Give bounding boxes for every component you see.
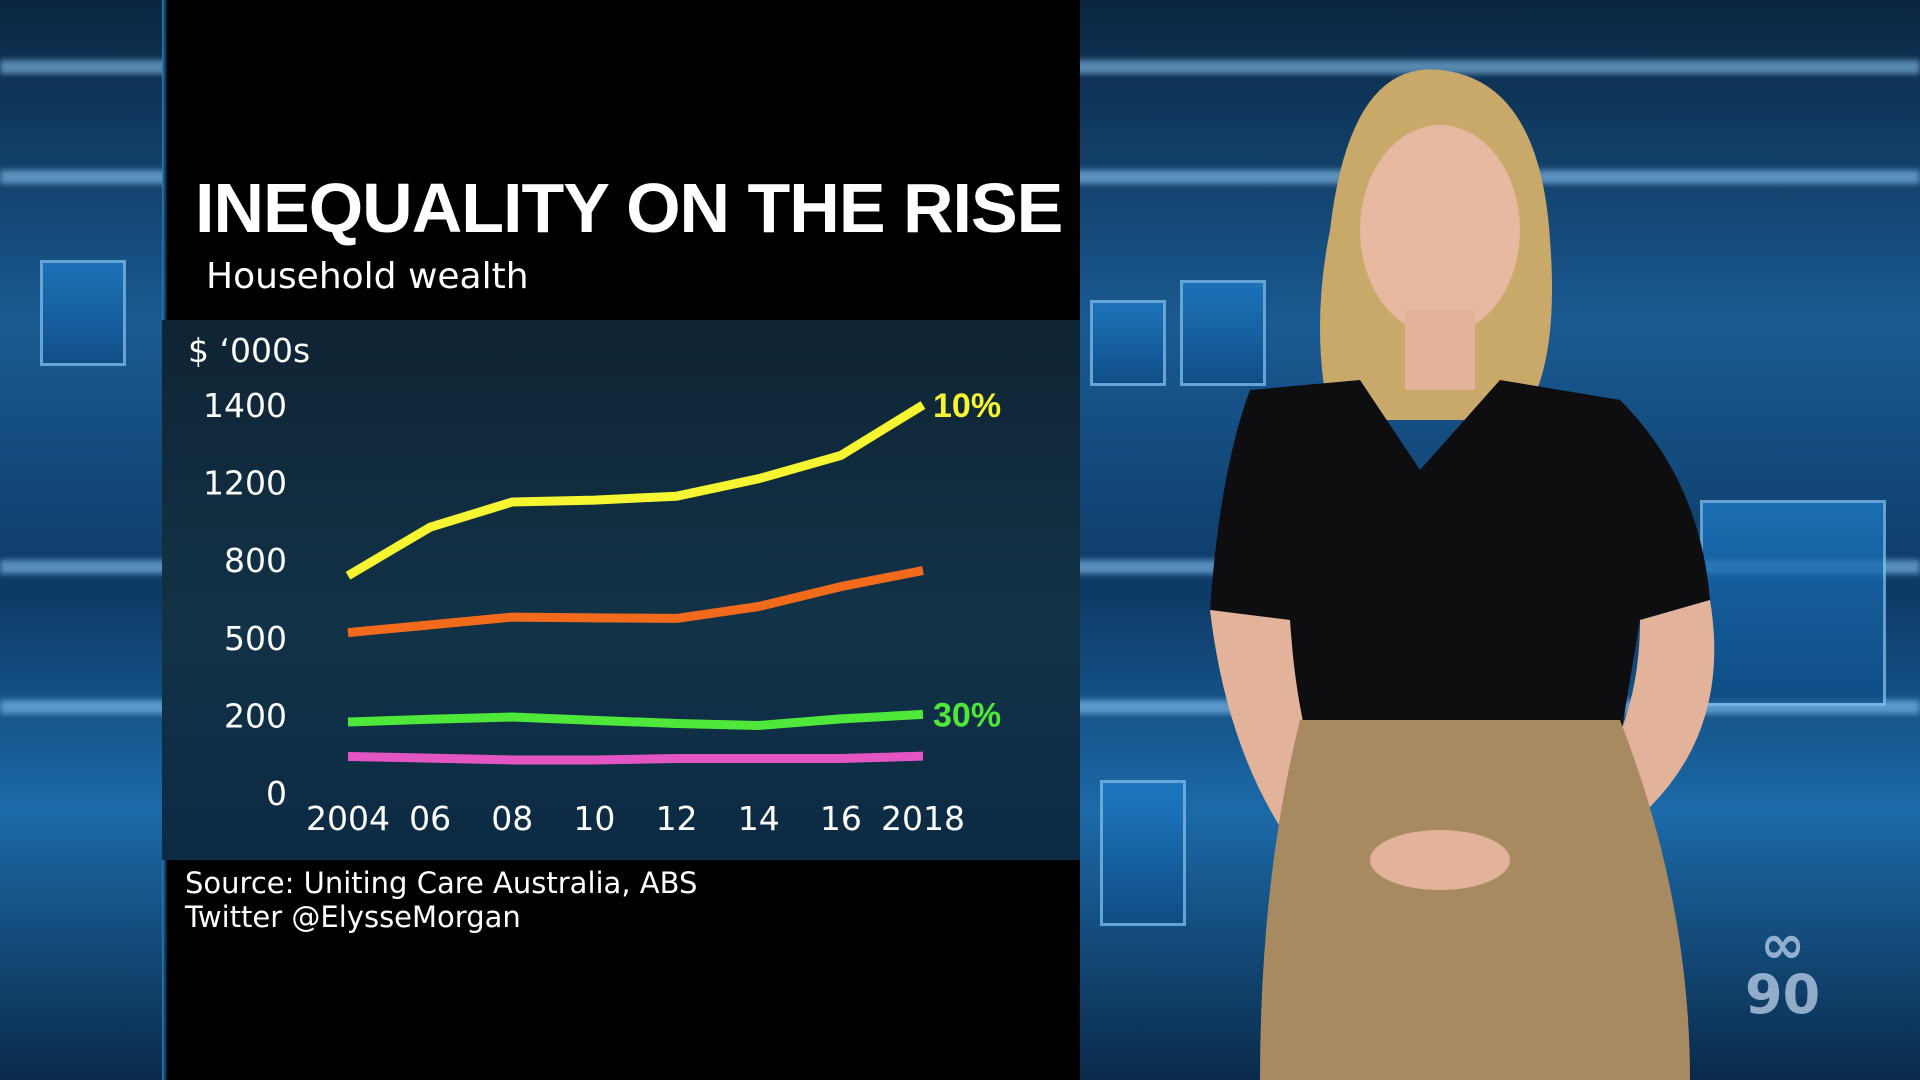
x-tick-label: 06 [409, 799, 451, 838]
x-tick-label: 2004 [306, 799, 390, 838]
presenter-face [1360, 125, 1520, 335]
y-tick-label: 200 [224, 696, 287, 735]
y-ticks: 0 200 500 800 1200 1400 [203, 386, 287, 813]
presenter-top [1210, 380, 1710, 740]
chart-title: INEQUALITY ON THE RISE [195, 169, 1063, 247]
series-end-label: 30% [933, 696, 1001, 734]
x-tick-label: 12 [656, 799, 698, 838]
chart-subtitle: Household wealth [206, 256, 529, 297]
presenter-neck [1405, 310, 1475, 390]
series-line [347, 709, 924, 730]
x-tick-label: 08 [491, 799, 533, 838]
y-tick-label: 1400 [203, 386, 287, 425]
presenter-skirt [1260, 720, 1690, 1080]
x-ticks: 2004 06 08 10 12 14 16 2018 [306, 799, 965, 838]
y-tick-label: 0 [266, 774, 287, 813]
x-tick-label: 2018 [881, 799, 965, 838]
series-line [347, 751, 924, 765]
x-tick-label: 10 [573, 799, 615, 838]
studio-screen [1180, 280, 1266, 386]
y-axis-label: $ ‘000s [188, 331, 310, 370]
series-line [345, 401, 926, 580]
studio-screen [1100, 780, 1186, 926]
abc-90-logo: ∞ 90 [1745, 913, 1821, 1026]
x-tick-label: 16 [820, 799, 862, 838]
studio-screen [40, 260, 126, 366]
series-line [347, 566, 924, 638]
y-tick-label: 1200 [203, 464, 287, 503]
y-tick-label: 800 [224, 541, 287, 580]
source-text: Source: Uniting Care Australia, ABS [185, 866, 698, 900]
series-lines [345, 401, 926, 765]
y-tick-label: 500 [224, 619, 287, 658]
end-labels: 10% 30% [933, 387, 1001, 734]
chart-background [162, 320, 1080, 860]
series-end-label: 10% [933, 387, 1001, 425]
studio-screen [1700, 500, 1886, 706]
twitter-handle: Twitter @ElysseMorgan [185, 900, 521, 934]
presenter-hands [1370, 830, 1510, 890]
x-tick-label: 14 [738, 799, 780, 838]
studio-screen [1090, 300, 1166, 386]
